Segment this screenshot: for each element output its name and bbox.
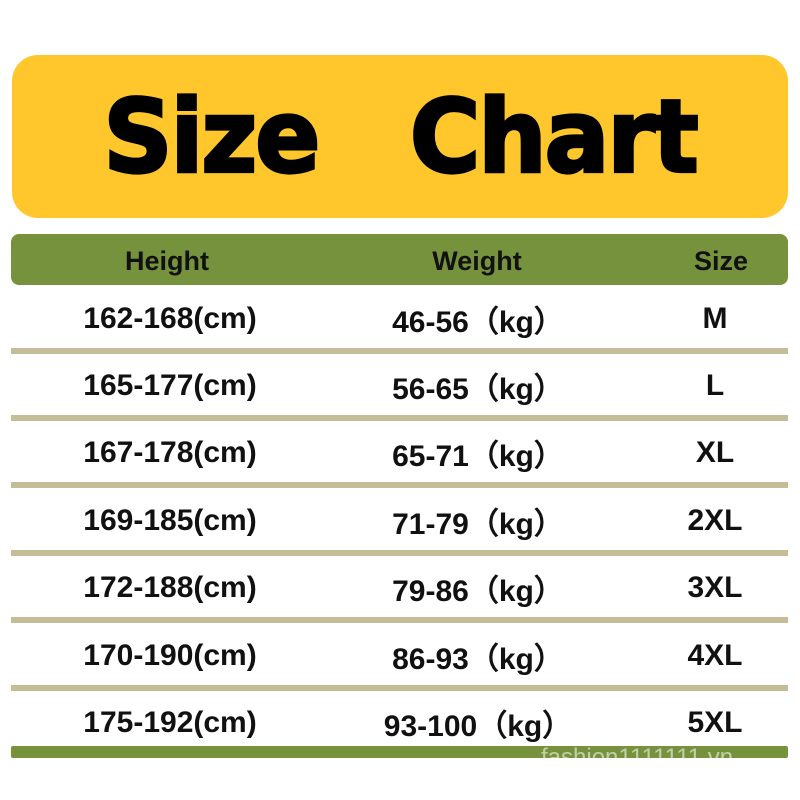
cell-size: 3XL (687, 570, 743, 604)
table-row: 175-192(cm) 93-100（kg） 5XL (0, 689, 800, 756)
row-separator (11, 482, 788, 488)
cell-height: 165-177(cm) (83, 368, 257, 402)
cell-size: L (705, 368, 725, 402)
cell-weight: 56-65（kg） (392, 372, 564, 406)
row-separator (11, 348, 788, 354)
row-separator (11, 550, 788, 556)
header-height: Height (125, 246, 209, 276)
table-header: Height Weight Size (11, 234, 788, 285)
table-row: 172-188(cm) 79-86（kg） 3XL (0, 554, 800, 621)
cell-weight: 71-79（kg） (392, 507, 564, 541)
header-weight: Weight (432, 246, 522, 276)
cell-height: 162-168(cm) (83, 301, 257, 335)
cell-height: 172-188(cm) (83, 570, 257, 604)
table-row: 162-168(cm) 46-56（kg） M (0, 285, 800, 352)
title-banner: Size Chart (12, 55, 788, 218)
cell-size: 5XL (687, 705, 743, 739)
page-title: Size Chart (102, 76, 700, 197)
cell-height: 175-192(cm) (83, 705, 257, 739)
cell-height: 170-190(cm) (83, 638, 257, 672)
cell-height: 167-178(cm) (83, 435, 257, 469)
cell-weight: 93-100（kg） (383, 709, 573, 743)
row-separator (11, 617, 788, 623)
header-size: Size (693, 246, 749, 276)
cell-weight: 65-71（kg） (392, 439, 564, 473)
cell-size: XL (695, 435, 735, 469)
row-separator (11, 685, 788, 691)
table-row: 167-178(cm) 65-71（kg） XL (0, 419, 800, 486)
footer-bar: fashion1111111.vn (11, 746, 788, 758)
cell-weight: 86-93（kg） (392, 642, 564, 676)
cell-weight: 79-86（kg） (392, 574, 564, 608)
table-row: 165-177(cm) 56-65（kg） L (0, 352, 800, 419)
cell-size: M (702, 301, 728, 335)
cell-height: 169-185(cm) (83, 503, 257, 537)
cell-weight: 46-56（kg） (392, 305, 564, 339)
cell-size: 4XL (687, 638, 743, 672)
row-separator (11, 415, 788, 421)
table-row: 169-185(cm) 71-79（kg） 2XL (0, 487, 800, 554)
table-row: 170-190(cm) 86-93（kg） 4XL (0, 622, 800, 689)
cell-size: 2XL (687, 503, 743, 537)
watermark: fashion1111111.vn (541, 746, 733, 758)
